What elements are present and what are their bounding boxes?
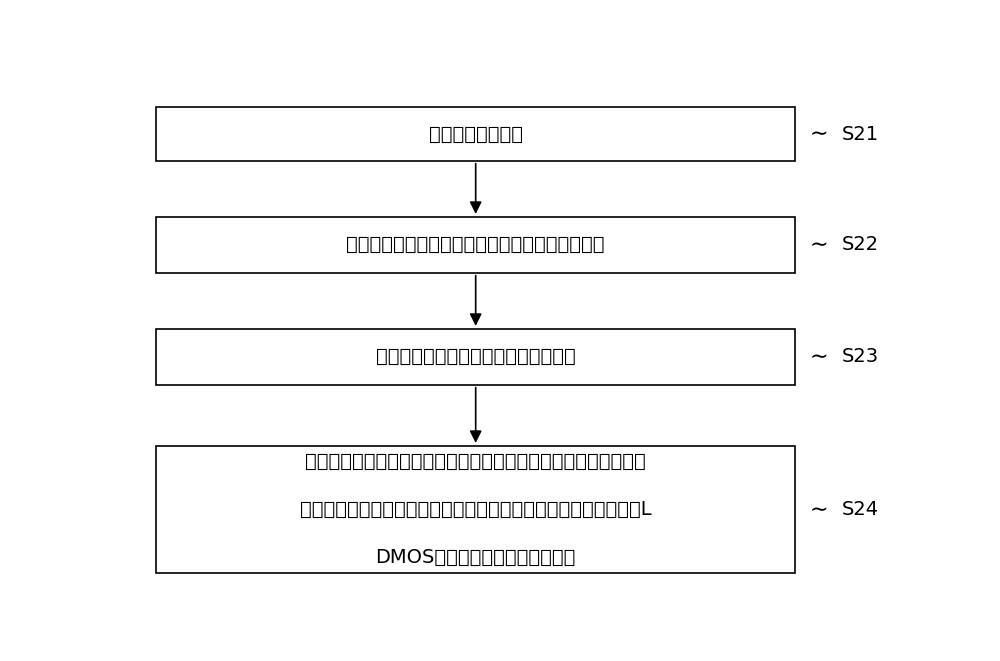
Text: ∼: ∼ [809,500,828,520]
Text: S21: S21 [842,124,879,143]
Text: ∼: ∼ [809,347,828,367]
Text: S22: S22 [842,235,879,254]
Text: 提供一半导体衬底: 提供一半导体衬底 [429,124,523,143]
Text: ∼: ∼ [809,124,828,144]
Text: 停止在部分深度的第一氧化层上，清除图形化的光刻胶层，以形成L: 停止在部分深度的第一氧化层上，清除图形化的光刻胶层，以形成L [300,500,652,519]
Text: 在半导体衬底上依次形成第一氧化层和第二氧化层: 在半导体衬底上依次形成第一氧化层和第二氧化层 [346,235,605,254]
Text: S24: S24 [842,500,879,519]
Text: DMOS晶体管的场氧化层隔离结构: DMOS晶体管的场氧化层隔离结构 [376,548,576,567]
Bar [156,217,795,273]
Bar [156,446,795,573]
Bar [156,107,795,161]
Bar [156,329,795,385]
Text: S23: S23 [842,347,879,366]
Text: 在第二氧化层上形成图形化的光刻胶层: 在第二氧化层上形成图形化的光刻胶层 [376,347,576,366]
Text: 以图形化的光刻胶层为掩模，对第二氧化层进行刻蚀工艺，并刻蚀: 以图形化的光刻胶层为掩模，对第二氧化层进行刻蚀工艺，并刻蚀 [305,451,646,471]
Text: ∼: ∼ [809,235,828,254]
